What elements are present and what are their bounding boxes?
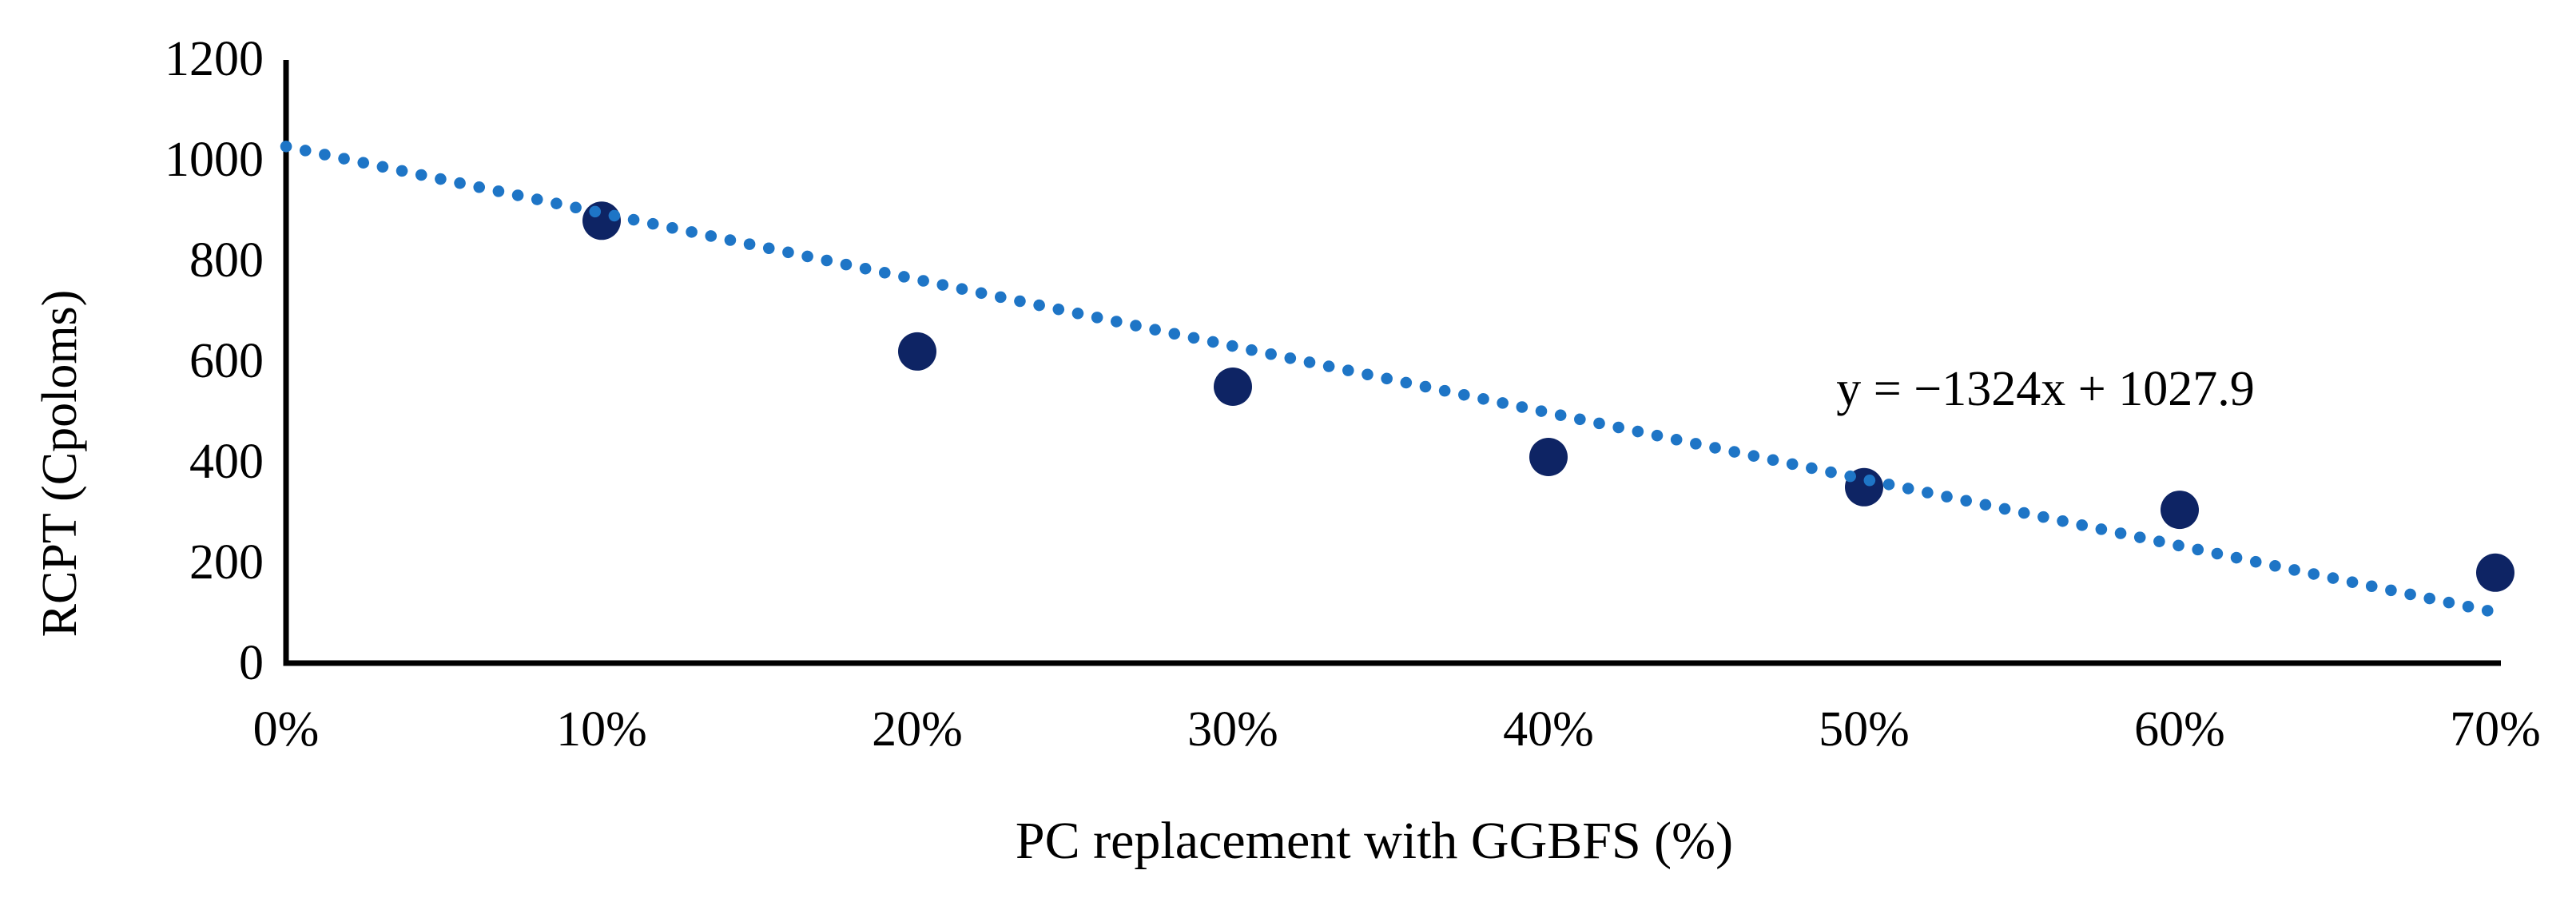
- x-axis-title: PC replacement with GGBFS (%): [1015, 812, 1734, 870]
- x-tick-40: 40%: [1503, 702, 1594, 757]
- data-point-marker: [2476, 553, 2514, 592]
- y-tick-600: 600: [189, 334, 264, 388]
- y-axis-title: RCPT (Cpoloms): [33, 289, 87, 638]
- y-tick-1200: 1200: [165, 32, 264, 86]
- trendline-equation-label: y = −1324x + 1027.9: [1836, 362, 2255, 416]
- scatter-series: [582, 201, 2514, 592]
- x-tick-70: 70%: [2450, 702, 2541, 757]
- data-point-marker: [1529, 438, 1568, 476]
- x-tick-30: 30%: [1187, 702, 1278, 757]
- x-tick-60: 60%: [2134, 702, 2225, 757]
- trendline: [280, 141, 2502, 618]
- x-tick-50: 50%: [1819, 702, 1910, 757]
- y-tick-200: 200: [189, 535, 264, 590]
- y-tick-1000: 1000: [165, 133, 264, 187]
- y-tick-800: 800: [189, 233, 264, 288]
- x-tick-10: 10%: [556, 702, 647, 757]
- x-tick-0: 0%: [252, 702, 320, 757]
- data-point-marker: [898, 332, 936, 371]
- y-tick-0: 0: [239, 636, 264, 690]
- data-point-marker: [1214, 368, 1252, 406]
- data-point-marker: [2161, 491, 2199, 530]
- x-tick-20: 20%: [872, 702, 963, 757]
- y-tick-400: 400: [189, 435, 264, 489]
